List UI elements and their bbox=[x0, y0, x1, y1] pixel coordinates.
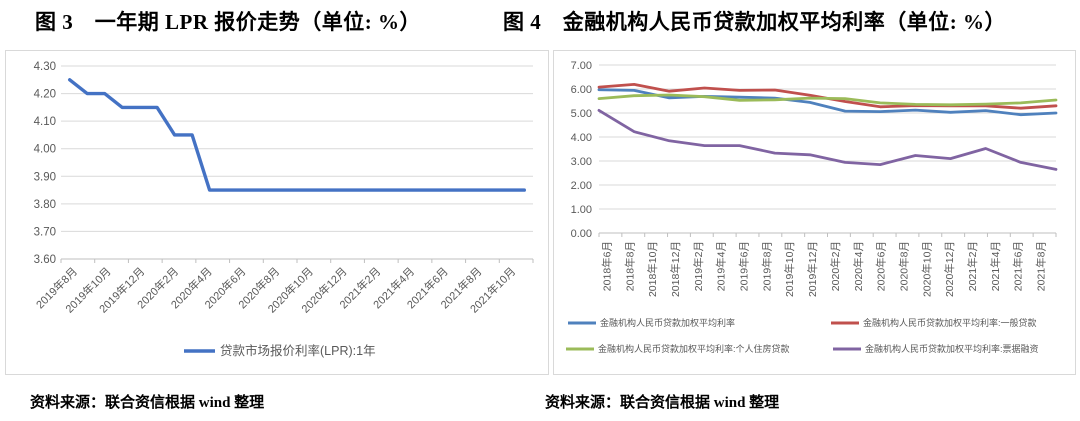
x-tick-label: 2018年6月 bbox=[600, 241, 613, 291]
figure3-title: 图 3 一年期 LPR 报价走势（单位: %） bbox=[35, 10, 421, 34]
series-line-0 bbox=[68, 78, 526, 192]
y-tick-label: 4.30 bbox=[34, 61, 56, 73]
legend-label: 金融机构人民币贷款加权平均利率:票据融资 bbox=[865, 343, 1039, 354]
chart-svg: 4.304.204.104.003.903.803.703.602019年8月2… bbox=[33, 61, 534, 358]
legend-label: 贷款市场报价利率(LPR):1年 bbox=[220, 343, 376, 358]
y-tick-label: 6.00 bbox=[571, 84, 592, 96]
weighted-rate-chart: 7.00 6.00 5.00 4.00 3.00 2.00 1.00 0.00 2018年6月 2… bbox=[553, 50, 1076, 375]
series-line-3 bbox=[597, 109, 1058, 171]
x-tick-label: 2020年12月 bbox=[943, 241, 956, 297]
x-tick-label: 2018年12月 bbox=[669, 241, 682, 297]
y-tick-label: 3.70 bbox=[34, 226, 56, 238]
y-tick-label: 3.90 bbox=[34, 171, 56, 183]
y-tick-label: 4.00 bbox=[34, 144, 56, 156]
x-tick-label: 2019年4月 bbox=[715, 241, 728, 291]
y-tick-label: 4.10 bbox=[34, 116, 56, 128]
x-tick-label: 2021年2月 bbox=[966, 241, 979, 291]
chart-svg: 7.00 6.00 5.00 4.00 3.00 2.00 1.00 0.00 2018年6月 2… bbox=[566, 60, 1058, 354]
x-tick-label: 2021年4月 bbox=[989, 241, 1002, 291]
x-tick-label: 2019年12月 bbox=[806, 241, 819, 297]
source-note-left: 资料来源：联合资信根据 wind 整理 bbox=[30, 395, 265, 411]
lpr-chart: 4.30 4.20 4.10 4.00 3.90 3.80 3.70 3.60 2019年8月 2… bbox=[5, 50, 549, 375]
x-tick-label: 2020年2月 bbox=[829, 241, 842, 291]
x-tick-label: 2021年6月 bbox=[1012, 241, 1025, 291]
legend: 金融机构人民币贷款加权平均利率 金融机构人民币贷款加权平均利率:一般贷款金融机构人… bbox=[566, 317, 1039, 354]
x-tick-label: 2020年8月 bbox=[897, 241, 910, 291]
x-tick-label: 2018年8月 bbox=[623, 241, 636, 291]
x-tick-label: 2018年10月 bbox=[646, 241, 659, 297]
y-tick-label: 3.80 bbox=[34, 199, 56, 211]
figure4-title: 图 4 金融机构人民币贷款加权平均利率（单位: %） bbox=[503, 10, 1006, 34]
y-tick-label: 7.00 bbox=[571, 60, 592, 72]
x-tick-label: 2019年8月 bbox=[760, 241, 773, 291]
x-tick-label: 2019年2月 bbox=[692, 241, 705, 291]
y-tick-label: 2.00 bbox=[571, 180, 592, 192]
y-tick-label: 3.60 bbox=[34, 254, 56, 266]
x-tick-label: 2020年10月 bbox=[920, 241, 933, 297]
y-tick-label: 1.00 bbox=[571, 204, 592, 216]
legend-label: 金融机构人民币贷款加权平均利率 bbox=[600, 317, 735, 328]
series-line-2 bbox=[597, 93, 1058, 107]
y-tick-label: 4.20 bbox=[34, 89, 56, 101]
source-note-right: 资料来源：联合资信根据 wind 整理 bbox=[545, 395, 780, 411]
legend-label: 金融机构人民币贷款加权平均利率:一般贷款 bbox=[863, 317, 1037, 328]
legend-label: 金融机构人民币贷款加权平均利率:个人住房贷款 bbox=[598, 343, 790, 354]
x-tick-label: 2020年4月 bbox=[852, 241, 865, 291]
y-tick-label: 0.00 bbox=[571, 228, 592, 240]
y-tick-label: 4.00 bbox=[571, 132, 592, 144]
x-tick-label: 2019年10月 bbox=[783, 241, 796, 297]
series-line-0 bbox=[597, 88, 1058, 117]
x-tick-label: 2020年6月 bbox=[875, 241, 888, 291]
y-tick-label: 5.00 bbox=[571, 108, 592, 120]
y-tick-label: 3.00 bbox=[571, 156, 592, 168]
x-tick-label: 2021年8月 bbox=[1035, 241, 1048, 291]
legend: 贷款市场报价利率(LPR):1年 bbox=[184, 343, 376, 358]
x-tick-label: 2019年6月 bbox=[738, 241, 751, 291]
